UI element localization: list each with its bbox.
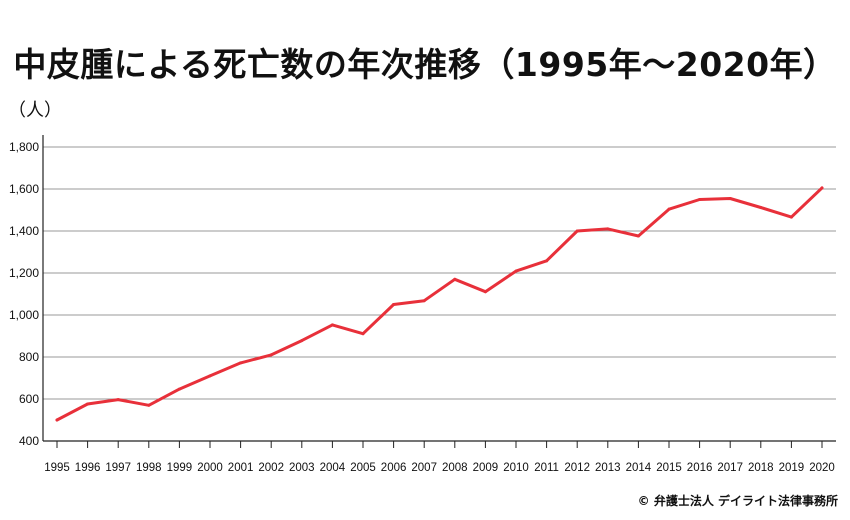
data-point	[86, 402, 90, 406]
y-tick-label: 1,000	[9, 308, 39, 322]
x-tick-label: 2013	[595, 462, 621, 474]
data-point	[177, 387, 181, 391]
y-tick-label: 1,400	[9, 224, 39, 238]
x-tick-label: 2020	[809, 462, 835, 474]
data-point	[361, 332, 365, 336]
data-point	[606, 227, 610, 231]
x-tick-label: 2014	[626, 462, 652, 474]
data-point	[239, 361, 243, 365]
x-tick-label: 1999	[167, 462, 193, 474]
x-tick-label: 2006	[381, 462, 407, 474]
copyright-text: © 弁護士法人 デイライト法律事務所	[637, 494, 838, 508]
y-tick-label: 1,800	[9, 140, 39, 154]
y-tick-label: 600	[19, 392, 39, 406]
x-tick-label: 2004	[320, 462, 346, 474]
y-tick-label: 400	[19, 434, 39, 448]
data-point	[545, 259, 549, 263]
x-tick-label: 2010	[503, 462, 529, 474]
x-tick-label: 1998	[136, 462, 162, 474]
data-point	[269, 353, 273, 357]
data-point	[453, 277, 457, 281]
axes	[42, 135, 836, 442]
x-tick-label: 1997	[105, 462, 131, 474]
data-point	[698, 198, 702, 201]
x-tick-label: 2003	[289, 462, 315, 474]
x-tick-label: 1996	[75, 462, 101, 474]
x-tick-label: 2005	[350, 462, 376, 474]
x-tick-label: 2007	[411, 462, 437, 474]
x-tick-label: 2018	[748, 462, 774, 474]
x-tick-label: 2000	[197, 462, 223, 474]
data-point	[55, 418, 59, 422]
x-tick-label: 2012	[564, 462, 590, 474]
data-point	[820, 186, 824, 190]
x-tick-label: 2008	[442, 462, 468, 474]
data-point	[147, 403, 151, 407]
data-point	[422, 299, 426, 303]
x-tick-label: 2011	[534, 462, 559, 474]
data-point	[300, 339, 304, 343]
y-tick-label: 1,600	[9, 182, 39, 196]
x-tick-label: 2019	[779, 462, 805, 474]
data-point	[330, 323, 334, 327]
y-tick-label: 800	[19, 350, 39, 364]
x-tick-marks	[56, 441, 823, 448]
data-point	[116, 398, 120, 402]
x-tick-label: 2009	[473, 462, 499, 474]
data-point	[636, 234, 640, 238]
x-tick-label: 2017	[717, 462, 743, 474]
data-point	[514, 269, 518, 273]
series-layer	[55, 186, 824, 422]
data-point	[392, 303, 396, 306]
x-tick-label: 2001	[228, 462, 254, 474]
x-tick-label: 1995	[44, 462, 70, 474]
data-point	[575, 229, 579, 233]
data-point	[667, 207, 671, 211]
x-tick-label: 2002	[258, 462, 284, 474]
gridlines	[43, 146, 836, 400]
y-tick-label: 1,200	[9, 266, 39, 280]
y-axis-unit-label: （人）	[8, 100, 62, 121]
series-line	[55, 186, 824, 422]
data-point	[208, 374, 212, 378]
data-point	[789, 215, 793, 219]
x-tick-label: 2016	[687, 462, 713, 474]
y-tick-labels: 400 600 800 1,000 1,200 1,400 1,600 1,800	[9, 140, 39, 448]
data-point	[728, 196, 732, 200]
data-point	[483, 290, 487, 294]
data-point	[759, 205, 763, 209]
x-tick-labels: 1995 1996 1997 1998 1999 2000 2001 2002 2003 2004…	[44, 462, 835, 474]
chart-title: 中皮腫による死亡数の年次推移（1995年～2020年）	[13, 45, 837, 84]
x-tick-label: 2015	[656, 462, 682, 474]
